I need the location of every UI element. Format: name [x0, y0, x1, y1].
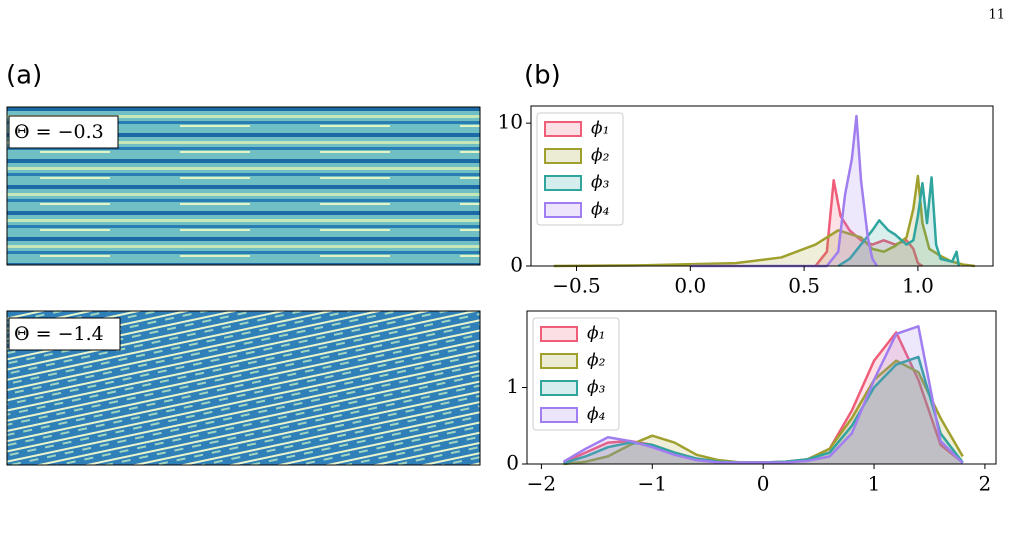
x-tick-label: −2 [527, 472, 556, 496]
legend-box [532, 317, 620, 431]
legend-swatch [544, 148, 582, 164]
legend-label: ϕ₃ [591, 173, 610, 193]
density-line [562, 325, 964, 465]
image-label: Θ = −1.4 [14, 323, 104, 345]
y-tick-label: 1 [506, 374, 519, 398]
legend-swatch [540, 407, 578, 423]
density-area [563, 360, 963, 464]
label-box [8, 115, 119, 149]
legend-label: ϕ₄ [591, 200, 610, 220]
legend-box [536, 112, 624, 226]
panel-label: (b) [524, 61, 561, 91]
page-number: 11 [988, 8, 1005, 23]
x-tick-label: 2 [979, 472, 992, 496]
label-box [8, 317, 121, 351]
density-area [563, 356, 963, 464]
density-line [814, 179, 924, 268]
legend-label: ϕ₄ [587, 405, 606, 425]
y-tick-label: 0 [506, 451, 519, 475]
density-line [837, 176, 961, 268]
legend-label: ϕ₁ [587, 324, 605, 344]
x-tick-label: 0.5 [788, 274, 820, 298]
legend-swatch [540, 353, 578, 369]
y-tick-label: 0 [510, 253, 523, 277]
panel-label: (a) [6, 61, 42, 91]
density-line [690, 114, 878, 268]
legend-label: ϕ₁ [591, 119, 609, 139]
x-tick-label: 0.0 [674, 274, 706, 298]
x-tick-label: 0 [757, 472, 770, 496]
legend-swatch [540, 326, 578, 342]
legend-label: ϕ₂ [591, 146, 610, 166]
x-tick-label: 1 [868, 472, 881, 496]
legend-label: ϕ₃ [587, 378, 606, 398]
legend-swatch [544, 121, 582, 137]
image-label: Θ = −0.3 [14, 121, 104, 143]
x-tick-label: −0.5 [552, 274, 601, 298]
density-area [563, 326, 963, 464]
density-area [690, 116, 877, 266]
x-tick-label: 1.0 [902, 274, 934, 298]
legend-label: ϕ₂ [587, 351, 606, 371]
plot-frame [530, 105, 994, 267]
legend-swatch [544, 175, 582, 191]
y-tick-label: 10 [498, 110, 523, 134]
x-tick-label: −1 [638, 472, 667, 496]
legend-swatch [540, 380, 578, 396]
density-area [563, 332, 963, 464]
legend-swatch [544, 202, 582, 218]
density-area [553, 176, 975, 266]
